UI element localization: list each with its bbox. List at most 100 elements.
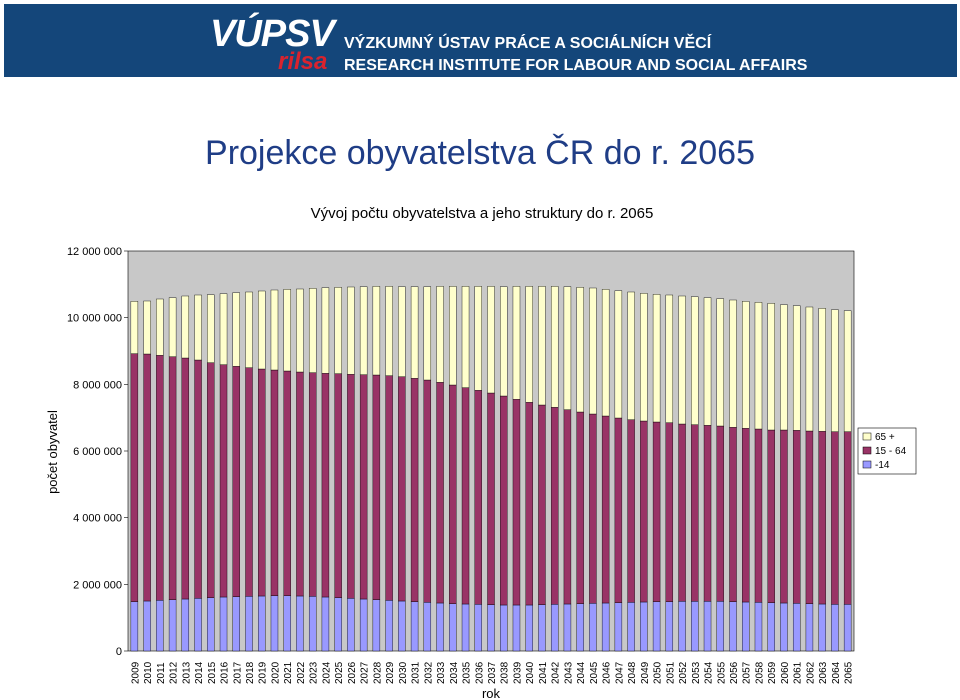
x-tick-label: 2031: [411, 661, 422, 684]
bar-segment: [500, 395, 508, 606]
bar-segment: [640, 293, 648, 422]
bar-segment: [716, 298, 724, 427]
bar-segment: [754, 602, 763, 652]
bar-segment: [359, 598, 368, 652]
bar-segment: [487, 392, 495, 605]
bar-segment: [181, 357, 190, 600]
bar-segment: [831, 309, 839, 432]
bar-segment: [538, 404, 546, 605]
x-tick-label: 2009: [130, 661, 141, 684]
bar-segment: [563, 603, 572, 652]
bar-segment: [258, 290, 266, 370]
bar-segment: [143, 600, 151, 652]
vupsv-logo: VÚPSV: [210, 13, 335, 55]
bar-segment: [716, 601, 724, 652]
bar-segment: [652, 294, 661, 423]
bar-segment: [512, 604, 521, 652]
bar-segment: [550, 604, 559, 652]
x-tick-label: 2058: [754, 661, 765, 684]
bar-segment: [716, 425, 724, 602]
bar-segment: [831, 431, 839, 605]
x-tick-label: 2034: [449, 661, 460, 684]
y-tick-label: 4 000 000: [73, 513, 122, 525]
bar-segment: [219, 364, 228, 598]
x-tick-label: 2054: [704, 661, 715, 684]
bar-segment: [449, 384, 457, 604]
bar-segment: [181, 598, 190, 652]
bar-segment: [512, 286, 521, 400]
bar-segment: [627, 291, 635, 420]
legend-label: -14: [875, 460, 890, 471]
bar-segment: [347, 598, 355, 652]
x-tick-label: 2043: [563, 661, 574, 684]
x-tick-label: 2037: [487, 661, 498, 684]
bar-segment: [652, 421, 661, 602]
bar-segment: [691, 424, 699, 602]
bar-segment: [270, 595, 279, 652]
bar-segment: [589, 413, 597, 604]
bar-segment: [767, 303, 775, 431]
bar-segment: [767, 429, 775, 603]
bar-segment: [461, 286, 470, 388]
x-tick-label: 2044: [576, 661, 587, 684]
bar-segment: [296, 371, 304, 597]
bar-segment: [461, 603, 470, 652]
bar-segment: [410, 378, 419, 602]
x-tick-label: 2032: [423, 661, 434, 684]
bar-segment: [614, 602, 623, 652]
bar-segment: [831, 604, 839, 652]
bar-segment: [627, 419, 635, 603]
x-tick-label: 2021: [283, 661, 294, 684]
bar-segment: [703, 425, 712, 602]
x-tick-label: 2029: [385, 661, 396, 684]
institute-name-cz: VÝZKUMNÝ ÚSTAV PRÁCE A SOCIÁLNÍCH VĚCÍ: [344, 35, 712, 52]
bar-segment: [665, 294, 674, 423]
x-tick-label: 2055: [716, 661, 727, 684]
bar-segment: [512, 399, 521, 606]
x-tick-label: 2017: [232, 661, 243, 684]
y-tick-label: 2 000 000: [73, 579, 122, 591]
bar-segment: [181, 295, 190, 359]
bar-segment: [640, 420, 648, 603]
bar-segment: [410, 601, 419, 652]
bar-segment: [194, 359, 202, 599]
bar-segment: [156, 600, 164, 652]
x-tick-label: 2036: [474, 661, 485, 684]
bar-segment: [308, 288, 317, 373]
bar-segment: [729, 299, 737, 428]
legend-swatch: [862, 460, 872, 469]
bar-segment: [423, 286, 432, 381]
bar-segment: [818, 308, 826, 432]
bar-segment: [742, 428, 750, 603]
bar-segment: [780, 304, 788, 431]
bar-segment: [525, 402, 533, 606]
bar-segment: [449, 286, 457, 386]
bar-segment: [627, 602, 635, 652]
bar-segment: [843, 431, 852, 605]
bar-segment: [792, 305, 801, 431]
y-tick-label: 10 000 000: [67, 313, 122, 325]
x-tick-label: 2049: [640, 661, 651, 684]
bar-segment: [308, 372, 317, 597]
x-tick-label: 2012: [169, 661, 180, 684]
x-tick-label: 2019: [258, 661, 269, 684]
bar-segment: [474, 390, 482, 605]
bar-segment: [461, 387, 470, 605]
bar-segment: [449, 603, 457, 652]
bar-segment: [359, 286, 368, 375]
bar-segment: [207, 294, 215, 363]
x-tick-label: 2052: [678, 661, 689, 684]
bar-segment: [143, 300, 151, 355]
y-tick-label: 0: [116, 646, 122, 658]
bar-segment: [308, 596, 317, 652]
x-tick-label: 2065: [844, 661, 855, 684]
bar-segment: [780, 429, 788, 604]
bar-segment: [843, 310, 852, 432]
bar-segment: [385, 286, 393, 376]
bar-segment: [576, 287, 584, 413]
bar-segment: [525, 604, 533, 652]
bar-segment: [665, 601, 674, 652]
bar-segment: [207, 597, 215, 652]
bar-segment: [843, 604, 852, 652]
bar-segment: [143, 353, 151, 602]
